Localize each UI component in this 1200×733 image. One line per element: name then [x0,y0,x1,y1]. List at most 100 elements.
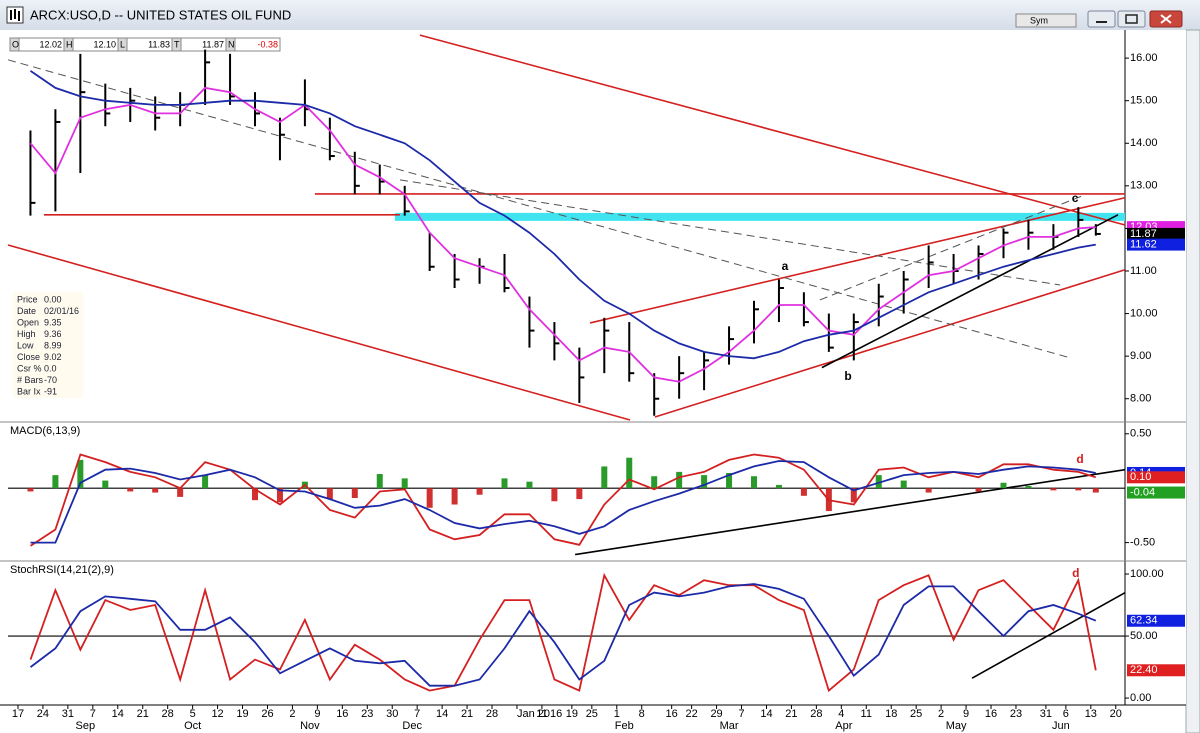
y-tick-label: 15.00 [1130,95,1158,107]
series-line [29,583,1097,687]
histogram-bar [1075,488,1082,491]
value-marker-label: 11.62 [1130,238,1157,250]
sym-button[interactable]: Sym [1015,13,1077,28]
histogram-bar [1092,488,1099,493]
y-tick-label: 0.00 [1130,692,1151,704]
title-bar [0,0,1200,30]
month-label: Oct [184,720,201,732]
histogram-bar [426,488,433,508]
quote-label: T [174,39,180,49]
x-tick-label: 25 [910,708,922,720]
close-button[interactable] [1149,10,1183,28]
x-tick-label: 28 [486,708,498,720]
histogram-bar [401,478,408,489]
x-tick-label: 19 [236,708,248,720]
histogram-bar [925,488,932,493]
x-tick-label: 23 [1010,708,1022,720]
value-marker [1127,486,1185,499]
info-value: 9.36 [44,329,62,339]
y-tick-label: 14.00 [1130,137,1158,149]
quote-value: 11.83 [148,39,170,49]
y-tick-label: -0.50 [1130,536,1155,548]
value-marker [1127,664,1185,677]
histogram-bar [726,472,733,489]
x-tick-label: 18 [885,708,897,720]
histogram-bar [152,488,159,493]
histogram-bar [202,475,209,489]
x-tick-label: 28 [810,708,822,720]
x-tick-label: 16 [336,708,348,720]
value-marker-label: 62.34 [1130,615,1158,627]
info-value: -70 [44,375,57,385]
info-label: Open [17,317,39,327]
trend-line [971,591,1126,679]
trend-line [399,179,1061,286]
x-tick-label: 16 [985,708,997,720]
histogram-bar [351,488,358,498]
x-tick-label: 11 [536,708,547,720]
x-tick-label: 23 [361,708,373,720]
y-tick-label: 16.00 [1130,52,1158,64]
histogram-bar [177,488,184,497]
x-tick-label: 14 [112,708,124,720]
trend-line [819,194,1086,301]
info-label: # Bars [17,375,44,385]
x-tick-label: 19 [566,708,578,720]
histogram-bar [850,488,857,503]
minimize-button[interactable] [1087,10,1116,28]
histogram-bar [52,475,59,489]
x-tick-label: 14 [436,708,448,720]
trend-line [589,196,1126,324]
histogram-bar [501,478,508,489]
histogram-bar [326,488,333,500]
month-label: Dec [402,720,422,732]
x-tick-label: 21 [461,708,473,720]
x-tick-label: 25 [586,708,598,720]
value-marker-label: 0.10 [1130,471,1151,483]
histogram-bar [651,476,658,489]
x-tick-label: 24 [37,708,49,720]
value-marker-label: 22.40 [1130,664,1158,676]
x-tick-label: 4 [838,708,844,720]
histogram-bar [276,488,283,503]
x-tick-label: Jan 2016 [517,708,562,720]
y-tick-label: 13.00 [1130,180,1158,192]
histogram-bar [476,488,483,495]
month-label: Mar [720,720,739,732]
x-tick-label: 7 [414,708,420,720]
adjacent-window-edge [1185,29,1200,733]
y-tick-label: 11.00 [1130,265,1157,277]
value-marker-label: 11.87 [1130,228,1157,240]
histogram-bar [750,476,757,489]
y-tick-label: 8.00 [1130,393,1151,405]
maximize-button[interactable] [1117,10,1146,28]
series-line [29,572,1097,693]
value-marker [1127,471,1185,484]
x-tick-label: 31 [1040,708,1052,720]
quote-value-box [234,37,281,52]
quote-label: O [12,39,19,49]
annotation: d [1076,452,1083,466]
x-tick-label: 17 [12,708,24,720]
trend-line [419,34,1126,226]
x-tick-label: 11 [861,708,872,720]
value-marker [1127,614,1185,627]
histogram-bar [551,488,558,502]
quote-label: L [120,39,125,49]
x-tick-label: 14 [760,708,772,720]
histogram-bar [77,459,84,489]
quote-label: H [66,39,73,49]
histogram-bar [526,481,533,489]
month-label: Feb [615,720,634,732]
month-label: May [946,720,967,732]
sym-label[interactable]: Sym [1030,15,1048,25]
value-marker [1127,238,1185,251]
month-label: Nov [300,720,320,732]
x-tick-label: 21 [137,708,149,720]
trend-line [654,268,1126,418]
x-tick-label: 13 [1085,708,1097,720]
series-line [30,453,1097,547]
quote-value: 11.87 [202,39,224,49]
month-label: Apr [835,720,852,732]
quote-value: -0.38 [257,39,278,49]
